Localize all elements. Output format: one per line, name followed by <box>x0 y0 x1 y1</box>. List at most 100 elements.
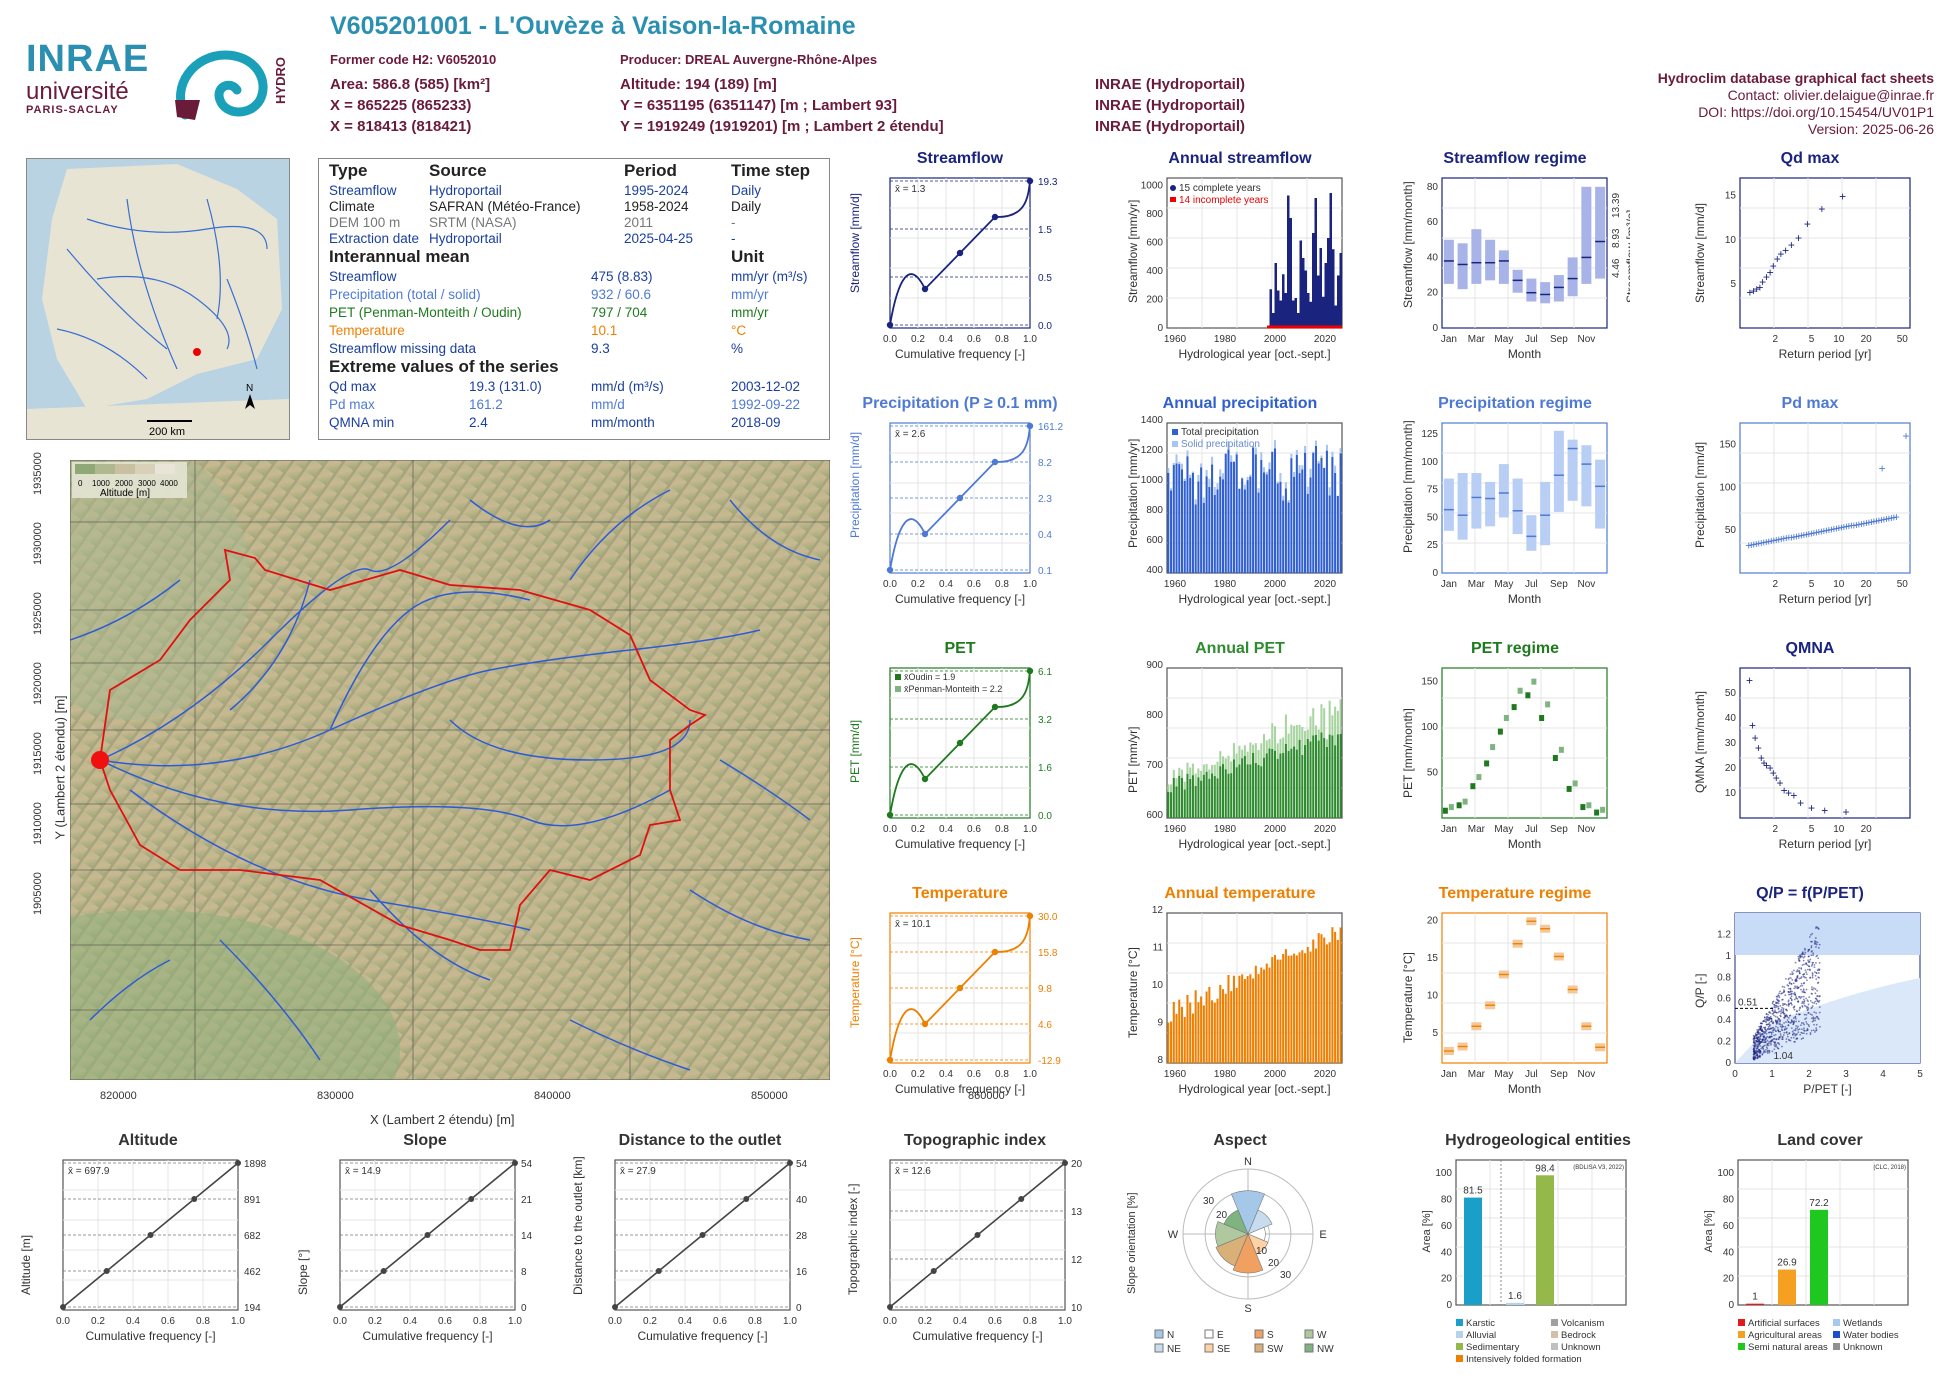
y-tick: 700 <box>1146 760 1163 771</box>
scatter-point <box>1813 1031 1816 1033</box>
bar <box>1290 955 1293 1063</box>
cdf-point <box>1018 1196 1025 1202</box>
bar <box>1320 457 1323 573</box>
x-tick: 0.8 <box>995 1069 1009 1080</box>
bar <box>1186 994 1189 1063</box>
x-tick: 0.2 <box>91 1316 105 1327</box>
bar-secondary <box>1276 743 1279 759</box>
bar-secondary <box>1293 725 1296 747</box>
scatter-point <box>1805 1017 1808 1020</box>
return-period-point: + <box>1795 231 1802 245</box>
scatter-point <box>1797 970 1799 973</box>
bar <box>1282 500 1285 573</box>
cdf-point <box>930 1268 937 1274</box>
scatter-point <box>1801 1002 1803 1005</box>
bar <box>1336 734 1339 818</box>
y-tick: 1000 <box>1141 475 1164 486</box>
scatter-point <box>1813 1002 1816 1004</box>
hydro-spiral-icon <box>175 50 268 120</box>
return-period-point: + <box>1888 511 1895 525</box>
x-tick: 20 <box>1861 579 1873 590</box>
scatter-point <box>1761 1046 1764 1049</box>
bar <box>1232 461 1235 573</box>
scatter-point <box>1765 1012 1768 1015</box>
map-ylabel: Y (Lambert 2 étendu) [m] <box>52 695 68 840</box>
regime-box <box>1498 250 1509 284</box>
scatter-point <box>1806 1006 1809 1008</box>
bar <box>1339 253 1342 328</box>
legend-swatch <box>1833 1331 1840 1338</box>
bar <box>1279 300 1282 328</box>
scatter-point <box>1756 1045 1759 1048</box>
chart-svg: 19.31.50.50.0x̄ = 1.30.0 0.2 0.4 0.6 0.8 1.0C… <box>848 177 1058 361</box>
scatter-point <box>1766 1044 1768 1047</box>
bar <box>1334 305 1337 328</box>
legend-swatch <box>1456 1319 1463 1326</box>
legend-swatch <box>895 686 901 692</box>
legend-label: Water bodies <box>1843 1330 1899 1341</box>
scatter-point <box>1807 955 1810 958</box>
scatter-point <box>1801 964 1804 966</box>
right-tick: 161.2 <box>1038 422 1063 433</box>
scatter-point <box>1811 992 1813 995</box>
rose-label: N <box>1244 1156 1252 1168</box>
right-tick: -12.9 <box>1038 1056 1061 1067</box>
return-period-point: + <box>1903 429 1910 443</box>
scatter-point <box>1802 1022 1805 1025</box>
cdf-point <box>743 1196 750 1202</box>
scatter-point <box>1767 1013 1769 1016</box>
col-period: Period <box>624 161 677 180</box>
scatter-point <box>1795 1017 1797 1020</box>
regime-penman <box>1448 804 1454 811</box>
bar <box>1268 469 1271 573</box>
return-period-point: + <box>1748 538 1755 552</box>
catchment-map-svg: 0 1000 2000 3000 4000 Altitude [m] <box>0 440 831 1190</box>
y-tick: 8 <box>1157 1055 1163 1066</box>
scatter-point <box>1805 973 1808 976</box>
bar-secondary <box>1295 449 1298 455</box>
return-period-point: + <box>1808 801 1815 815</box>
y-tick: 80 <box>1441 1195 1453 1206</box>
scatter-point <box>1771 1038 1774 1041</box>
y-axis-label: Streamflow [mm/d] <box>848 193 862 293</box>
scatter-point <box>1792 1023 1795 1026</box>
bar-secondary <box>1189 767 1192 779</box>
info-source: SRTM (NASA) <box>429 215 517 230</box>
scatter-point <box>1803 1002 1805 1005</box>
scatter-point <box>1760 1041 1763 1044</box>
scatter-point <box>1781 1025 1784 1028</box>
scatter-point <box>1760 1022 1763 1025</box>
scatter-point <box>1777 1030 1780 1033</box>
north-arrow-icon <box>245 394 255 409</box>
bar-secondary <box>1254 743 1257 763</box>
cdf-point <box>612 1304 618 1310</box>
cdf-point <box>886 811 894 819</box>
scatter-point <box>1817 981 1820 984</box>
legend-swatch <box>1738 1343 1745 1350</box>
y-tick: 0.6 <box>1717 994 1731 1005</box>
right-tick: 30.0 <box>1038 912 1058 923</box>
scatter-point <box>1809 999 1812 1002</box>
scatter-point <box>1794 1029 1797 1032</box>
scatter-point <box>1817 1000 1819 1003</box>
return-period-point: + <box>1790 530 1797 544</box>
scatter-point <box>1810 1007 1813 1010</box>
regime-box <box>1512 478 1523 535</box>
x-tick: 2020 <box>1314 334 1337 345</box>
regime-oudin <box>1566 785 1572 792</box>
scatter-point <box>1759 1045 1762 1047</box>
scatter-point <box>1814 1017 1817 1019</box>
bar <box>1260 967 1263 1063</box>
bar-secondary <box>1331 451 1334 457</box>
scatter-point <box>1799 985 1802 987</box>
scatter-point <box>1818 943 1821 946</box>
bar <box>1312 735 1315 818</box>
x-tick: 5 <box>1917 1069 1923 1080</box>
return-period-point: + <box>1770 259 1777 273</box>
scatter-point <box>1787 1021 1790 1023</box>
y-tick: 50 <box>1725 688 1737 699</box>
right-tick: 0 <box>521 1303 527 1314</box>
map-xlabel: X (Lambert 2 étendu) [m] <box>370 1112 515 1127</box>
scatter-point <box>1792 969 1795 972</box>
bar <box>1200 996 1203 1063</box>
